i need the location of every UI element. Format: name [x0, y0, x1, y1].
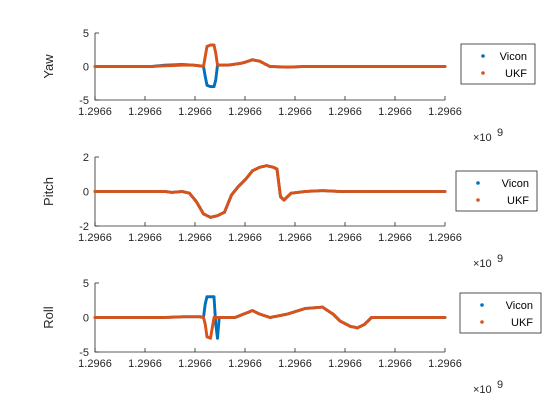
series-ukf: [93, 164, 447, 219]
x-tick-label: 1.2966: [228, 232, 262, 244]
x-exponent-label: ×10: [473, 132, 492, 144]
legend-label: UKF: [511, 317, 533, 329]
x-exponent-label: ×10: [473, 384, 492, 396]
legend-box: [460, 43, 536, 85]
x-tick-label: 1.2966: [178, 358, 212, 370]
x-tick-label: 1.2966: [178, 106, 212, 118]
legend: Vicon UKF: [460, 43, 536, 85]
y-tick-label: 5: [83, 278, 89, 290]
x-tick-label: 1.2966: [328, 106, 362, 118]
x-tick-label: 1.2966: [128, 358, 162, 370]
x-tick-label: 1.2966: [428, 232, 462, 244]
legend-marker: [481, 54, 485, 58]
x-tick-label: 1.2966: [128, 106, 162, 118]
legend-label: Vicon: [506, 300, 533, 312]
y-tick-label: 0: [83, 62, 89, 74]
x-tick-label: 1.2966: [428, 358, 462, 370]
x-exponent-power: 9: [497, 253, 503, 265]
x-tick-label: 1.2966: [228, 106, 262, 118]
y-tick-label: 0: [83, 187, 89, 199]
legend: Vicon UKF: [455, 170, 538, 212]
x-tick-label: 1.2966: [178, 232, 212, 244]
series-vicon: [93, 58, 447, 89]
y-axis-label: Yaw: [41, 54, 56, 79]
x-tick-label: 1.2966: [278, 358, 312, 370]
data-point: [443, 316, 447, 319]
legend-label: UKF: [507, 195, 529, 207]
y-tick-label: 5: [83, 28, 89, 40]
x-tick-label: 1.2966: [378, 358, 412, 370]
x-tick-label: 1.2966: [78, 358, 112, 370]
legend-marker: [476, 198, 480, 202]
legend-label: Vicon: [500, 51, 527, 63]
legend-box: [459, 292, 542, 334]
y-axis-label: Pitch: [41, 177, 56, 206]
legend-marker: [480, 320, 484, 324]
y-tick-label: 2: [83, 152, 89, 164]
x-exponent-power: 9: [497, 379, 503, 391]
subplot-roll: -5 0 5 1.2966 1.2966 1.2966 1.2966 1.2966 1.2966…: [41, 278, 542, 396]
x-tick-label: 1.2966: [278, 106, 312, 118]
subplot-yaw: -5 0 5 1.2966 1.2966 1.2966 1.2966 1.2966 1.2966…: [41, 28, 536, 144]
legend-marker: [481, 71, 485, 75]
x-tick-label: 1.2966: [228, 358, 262, 370]
x-tick-label: 1.2966: [378, 232, 412, 244]
y-axis-label: Roll: [41, 306, 56, 329]
x-tick-label: 1.2966: [128, 232, 162, 244]
x-tick-label: 1.2966: [328, 232, 362, 244]
legend: Vicon UKF: [459, 292, 542, 334]
legend-marker: [480, 303, 484, 307]
legend-label: Vicon: [502, 178, 529, 190]
y-tick-label: -5: [79, 95, 89, 107]
legend-label: UKF: [505, 68, 527, 80]
data-point: [443, 65, 447, 68]
data-point: [443, 190, 447, 193]
legend-box: [455, 170, 538, 212]
y-tick-label: -5: [79, 347, 89, 359]
legend-marker: [476, 181, 480, 185]
x-tick-label: 1.2966: [428, 106, 462, 118]
subplot-pitch: -2 0 2 1.2966 1.2966 1.2966 1.2966 1.2966 1.2966…: [41, 152, 538, 270]
x-tick-label: 1.2966: [78, 106, 112, 118]
y-tick-label: -2: [79, 221, 89, 233]
x-exponent-label: ×10: [473, 258, 492, 270]
x-tick-label: 1.2966: [78, 232, 112, 244]
x-tick-label: 1.2966: [278, 232, 312, 244]
x-tick-label: 1.2966: [328, 358, 362, 370]
y-tick-label: 0: [83, 313, 89, 325]
series-ukf: [93, 305, 447, 340]
x-exponent-power: 9: [497, 127, 503, 139]
series-ukf: [93, 43, 447, 69]
x-tick-label: 1.2966: [378, 106, 412, 118]
